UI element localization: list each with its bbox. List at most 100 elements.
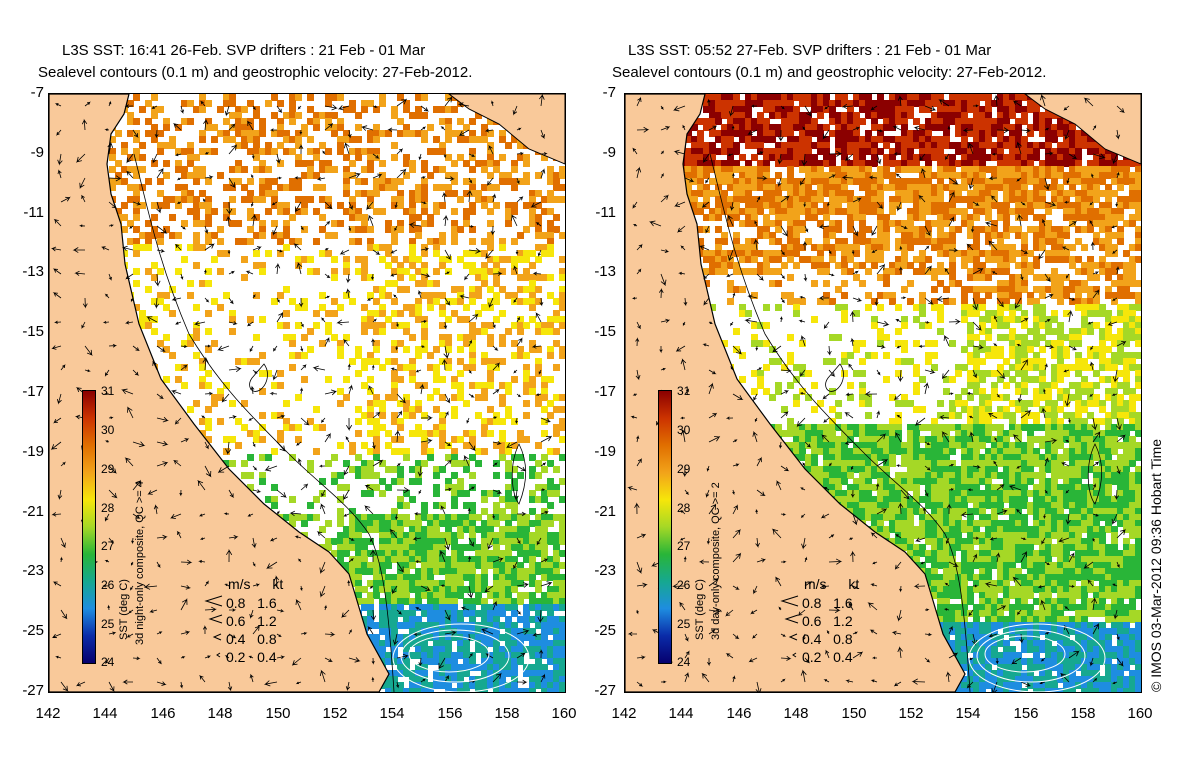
left-colorbar-tick: 25 <box>101 617 115 631</box>
right-colorbar-sublabel: 3d day-only composite, QC >= 2 <box>710 482 722 640</box>
right-y-tick: -17 <box>594 383 616 400</box>
right-colorbar-tick: 25 <box>677 617 691 631</box>
left-colorbar-tick: 27 <box>101 539 115 553</box>
arrow-icon <box>208 614 223 624</box>
left-x-tick: 154 <box>379 705 405 722</box>
left-x-tick: 152 <box>322 705 348 722</box>
arrow-icon <box>780 595 799 607</box>
left-colorbar-tick: 28 <box>101 501 115 515</box>
right-title-line1: L3S SST: 05:52 27-Feb. SVP drifters : 21… <box>628 42 992 59</box>
right-y-tick: -27 <box>594 682 616 699</box>
right-title-line2: Sealevel contours (0.1 m) and geostrophi… <box>612 64 1047 81</box>
left-legend-header-ms: m/s <box>228 576 251 592</box>
left-legend-ms: 0.6 <box>226 613 246 629</box>
left-y-tick: -19 <box>22 443 44 460</box>
copyright-credit: © IMOS 03-Mar-2012 09:36 Hobart Time <box>1148 438 1164 692</box>
right-legend-ms: 0.6 <box>802 613 822 629</box>
right-legend-kt: 0.4 <box>833 649 853 665</box>
left-sst-map <box>49 94 565 692</box>
left-x-tick: 158 <box>494 705 520 722</box>
left-legend-kt: 0.4 <box>257 649 277 665</box>
left-legend-kt: 1.6 <box>257 595 277 611</box>
right-legend-kt: 0.8 <box>833 631 853 647</box>
right-legend-ms: 0.8 <box>802 595 822 611</box>
right-y-tick: -13 <box>594 263 616 280</box>
right-legend-kt: 1.6 <box>833 595 853 611</box>
land-mass <box>625 94 966 692</box>
left-map-area[interactable] <box>48 93 566 693</box>
left-y-tick: -17 <box>22 383 44 400</box>
left-colorbar <box>82 390 96 664</box>
arrow-icon <box>204 595 223 607</box>
right-y-tick: -9 <box>602 144 616 161</box>
right-x-tick: 156 <box>1013 705 1039 722</box>
left-colorbar-tick: 31 <box>101 384 115 398</box>
left-x-tick: 142 <box>35 705 61 722</box>
left-legend-kt: 0.8 <box>257 631 277 647</box>
left-y-tick: -13 <box>22 263 44 280</box>
left-y-tick: -25 <box>22 622 44 639</box>
left-colorbar-tick: 24 <box>101 655 115 669</box>
right-y-tick: -25 <box>594 622 616 639</box>
left-legend-header-kt: kt <box>272 576 284 592</box>
right-colorbar-tick: 24 <box>677 655 691 669</box>
left-colorbar-tick: 29 <box>101 462 115 476</box>
right-x-tick: 148 <box>783 705 809 722</box>
left-colorbar-tick: 30 <box>101 423 115 437</box>
left-y-tick: -23 <box>22 562 44 579</box>
right-y-tick: -19 <box>594 443 616 460</box>
velocity-arrows <box>627 94 1127 692</box>
right-x-tick: 158 <box>1070 705 1096 722</box>
land-mass <box>448 94 565 165</box>
left-title-line1: L3S SST: 16:41 26-Feb. SVP drifters : 21… <box>62 42 426 59</box>
arrow-icon <box>212 633 222 641</box>
right-colorbar-label: SST (deg C) <box>694 579 706 640</box>
right-colorbar-tick: 26 <box>677 578 691 592</box>
left-colorbar-sublabel: 3d night-only composite, QC >= 4 <box>134 481 146 645</box>
left-y-tick: -15 <box>22 323 44 340</box>
reef-outline <box>709 153 1103 692</box>
left-x-tick: 148 <box>207 705 233 722</box>
left-y-tick: -9 <box>30 144 44 161</box>
left-legend-ms: 0.2 <box>226 649 246 665</box>
right-colorbar-tick: 31 <box>677 384 691 398</box>
sealevel-contours <box>968 623 1106 692</box>
left-legend-ms: 0.8 <box>226 595 246 611</box>
right-colorbar-tick: 29 <box>677 462 691 476</box>
right-x-tick: 142 <box>611 705 637 722</box>
right-x-tick: 152 <box>898 705 924 722</box>
left-colorbar-tick: 26 <box>101 578 115 592</box>
right-y-tick: -11 <box>595 204 616 221</box>
left-y-tick: -7 <box>30 84 44 101</box>
left-x-tick: 150 <box>265 705 291 722</box>
left-x-tick: 144 <box>92 705 118 722</box>
left-x-tick: 146 <box>150 705 176 722</box>
right-x-tick: 144 <box>668 705 694 722</box>
right-colorbar-tick: 27 <box>677 539 691 553</box>
right-x-tick: 146 <box>726 705 752 722</box>
right-y-tick: -7 <box>602 84 616 101</box>
right-legend-ms: 0.2 <box>802 649 822 665</box>
left-title-line2: Sealevel contours (0.1 m) and geostrophi… <box>38 64 473 81</box>
right-y-tick: -21 <box>594 503 616 520</box>
right-x-tick: 150 <box>841 705 867 722</box>
land-mass <box>1024 94 1141 165</box>
right-colorbar <box>658 390 672 664</box>
arrow-icon <box>784 614 799 624</box>
left-colorbar-label: SST (deg C) <box>118 579 130 640</box>
left-x-tick: 156 <box>437 705 463 722</box>
right-y-tick: -23 <box>594 562 616 579</box>
right-legend-header-ms: m/s <box>804 576 827 592</box>
left-x-tick: 160 <box>551 705 577 722</box>
sealevel-contours <box>392 623 530 692</box>
right-legend-ms: 0.4 <box>802 631 822 647</box>
right-colorbar-tick: 30 <box>677 423 691 437</box>
left-legend-kt: 1.2 <box>257 613 277 629</box>
land-mass <box>49 94 390 692</box>
right-x-tick: 160 <box>1127 705 1153 722</box>
right-y-tick: -15 <box>594 323 616 340</box>
arrow-icon <box>788 633 798 641</box>
left-y-tick: -21 <box>22 503 44 520</box>
arrow-icon <box>792 652 797 658</box>
right-legend-header-kt: kt <box>848 576 860 592</box>
